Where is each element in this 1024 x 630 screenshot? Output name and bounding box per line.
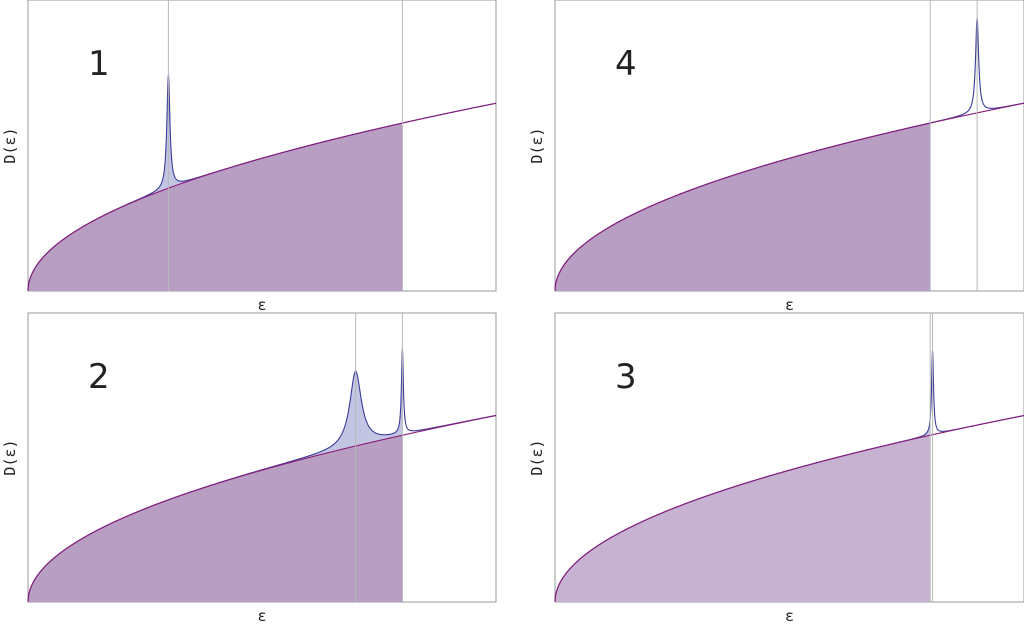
panel-number: 3 [615,357,637,397]
x-axis-label: ε [785,296,794,314]
y-axis-label: D(ε) [1,439,19,475]
sqrt-dos-curve [27,102,497,292]
x-axis-label: ε [257,296,266,314]
filled-states-area [555,123,931,291]
y-axis-label: D(ε) [528,439,546,475]
sqrt-dos-curve [554,102,1024,292]
panel-number: 2 [88,357,110,397]
y-axis-label: D(ε) [528,127,546,163]
panel-1: 1 D(ε) ε [1,0,497,314]
x-axis-label: ε [785,607,794,625]
filled-states-area [28,123,403,291]
panel-2: 2 D(ε) ε [1,312,497,625]
panel-3: 3 D(ε) ε [528,312,1024,625]
x-axis-label: ε [257,607,266,625]
filled-states-area [28,435,403,602]
panel-number: 4 [615,44,637,84]
sqrt-dos-curve [554,415,1024,603]
sqrt-dos-curve [27,415,497,603]
panel-number: 1 [88,44,110,84]
filled-states-area [555,435,931,602]
y-axis-label: D(ε) [1,127,19,163]
panel-4: 4 D(ε) ε [528,0,1024,314]
